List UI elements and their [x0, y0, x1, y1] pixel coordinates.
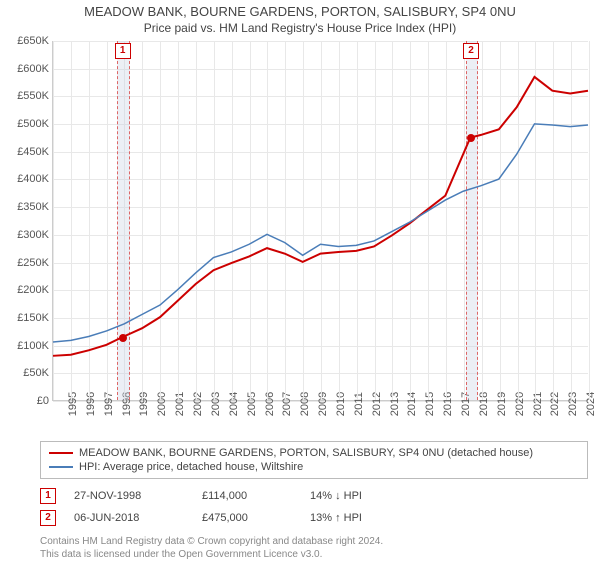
y-axis-label: £300K — [17, 229, 49, 241]
y-axis-label: £0 — [37, 395, 49, 407]
sale-row: 2 06-JUN-2018 £475,000 13% ↑ HPI — [40, 507, 588, 529]
legend-label: HPI: Average price, detached house, Wilt… — [79, 461, 303, 473]
y-axis-label: £100K — [17, 340, 49, 352]
y-axis-label: £200K — [17, 284, 49, 296]
sale-date: 06-JUN-2018 — [74, 512, 184, 524]
legend: MEADOW BANK, BOURNE GARDENS, PORTON, SAL… — [40, 441, 588, 479]
footer-line: Contains HM Land Registry data © Crown c… — [40, 535, 588, 548]
series-property — [53, 77, 588, 356]
y-axis-label: £500K — [17, 118, 49, 130]
sale-price: £475,000 — [202, 512, 292, 524]
y-axis-label: £250K — [17, 257, 49, 269]
sale-date: 27-NOV-1998 — [74, 490, 184, 502]
sale-number-box: 2 — [40, 510, 56, 526]
price-chart: £0£50K£100K£150K£200K£250K£300K£350K£400… — [52, 41, 588, 401]
sale-diff: 13% ↑ HPI — [310, 512, 400, 524]
y-axis-label: £50K — [23, 367, 49, 379]
y-axis-label: £650K — [17, 35, 49, 47]
y-axis-label: £400K — [17, 173, 49, 185]
y-axis-label: £600K — [17, 63, 49, 75]
footer-attribution: Contains HM Land Registry data © Crown c… — [40, 535, 588, 561]
page-title: MEADOW BANK, BOURNE GARDENS, PORTON, SAL… — [0, 4, 600, 19]
y-axis-label: £150K — [17, 312, 49, 324]
legend-label: MEADOW BANK, BOURNE GARDENS, PORTON, SAL… — [79, 447, 533, 459]
y-axis-label: £550K — [17, 90, 49, 102]
sale-diff: 14% ↓ HPI — [310, 490, 400, 502]
page-subtitle: Price paid vs. HM Land Registry's House … — [0, 21, 600, 35]
legend-item: HPI: Average price, detached house, Wilt… — [49, 460, 579, 474]
legend-swatch — [49, 452, 73, 454]
legend-swatch — [49, 466, 73, 468]
footer-line: This data is licensed under the Open Gov… — [40, 548, 588, 561]
sale-row: 1 27-NOV-1998 £114,000 14% ↓ HPI — [40, 485, 588, 507]
sale-price: £114,000 — [202, 490, 292, 502]
x-axis-label: 2025 — [589, 392, 600, 416]
y-axis-label: £350K — [17, 201, 49, 213]
sale-number-box: 1 — [40, 488, 56, 504]
series-hpi — [53, 124, 588, 342]
y-axis-label: £450K — [17, 146, 49, 158]
legend-item: MEADOW BANK, BOURNE GARDENS, PORTON, SAL… — [49, 446, 579, 460]
sales-list: 1 27-NOV-1998 £114,000 14% ↓ HPI 2 06-JUN-201… — [40, 485, 588, 529]
